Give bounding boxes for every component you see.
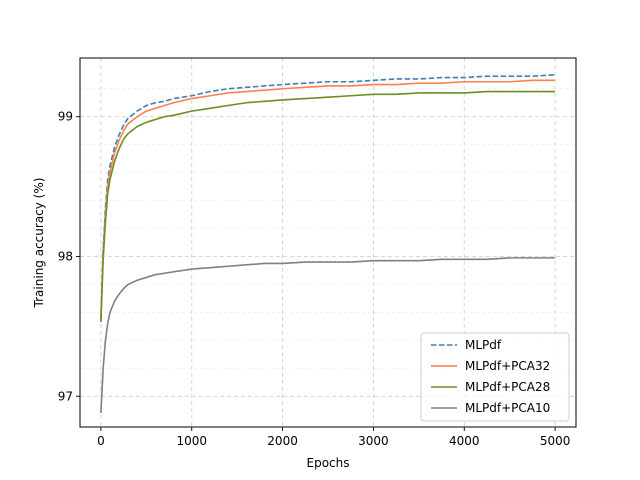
y-tick-label: 99	[58, 110, 73, 124]
legend-label: MLPdf+PCA10	[465, 401, 550, 415]
x-tick-label: 0	[97, 434, 105, 448]
y-axis-label: Training accuracy (%)	[32, 178, 46, 309]
x-tick-label: 4000	[449, 434, 480, 448]
legend-label: MLPdf+PCA28	[465, 380, 550, 394]
ticks-layer: 0 1000 2000 3000 4000 5000 97 98 99	[58, 110, 571, 448]
series-layer	[100, 73, 556, 414]
series-line-mlpdf-pca10	[100, 257, 556, 414]
y-tick-label: 98	[58, 249, 73, 263]
y-tick-label: 97	[58, 389, 73, 403]
x-tick-label: 5000	[540, 434, 571, 448]
legend: MLPdf MLPdf+PCA32 MLPdf+PCA28 MLPdf+PCA10	[420, 332, 570, 422]
legend-label: MLPdf	[465, 338, 502, 352]
x-axis-label: Epochs	[307, 456, 350, 470]
x-tick-label: 2000	[267, 434, 298, 448]
series-line-mlpdf	[100, 73, 556, 320]
x-tick-label: 3000	[358, 434, 389, 448]
plot-area-frame	[79, 57, 577, 428]
legend-label: MLPdf+PCA32	[465, 359, 550, 373]
series-line-mlpdf-pca28	[100, 90, 556, 323]
series-line-mlpdf-pca32	[100, 79, 556, 320]
legend-frame	[420, 332, 570, 422]
x-tick-label: 1000	[176, 434, 207, 448]
